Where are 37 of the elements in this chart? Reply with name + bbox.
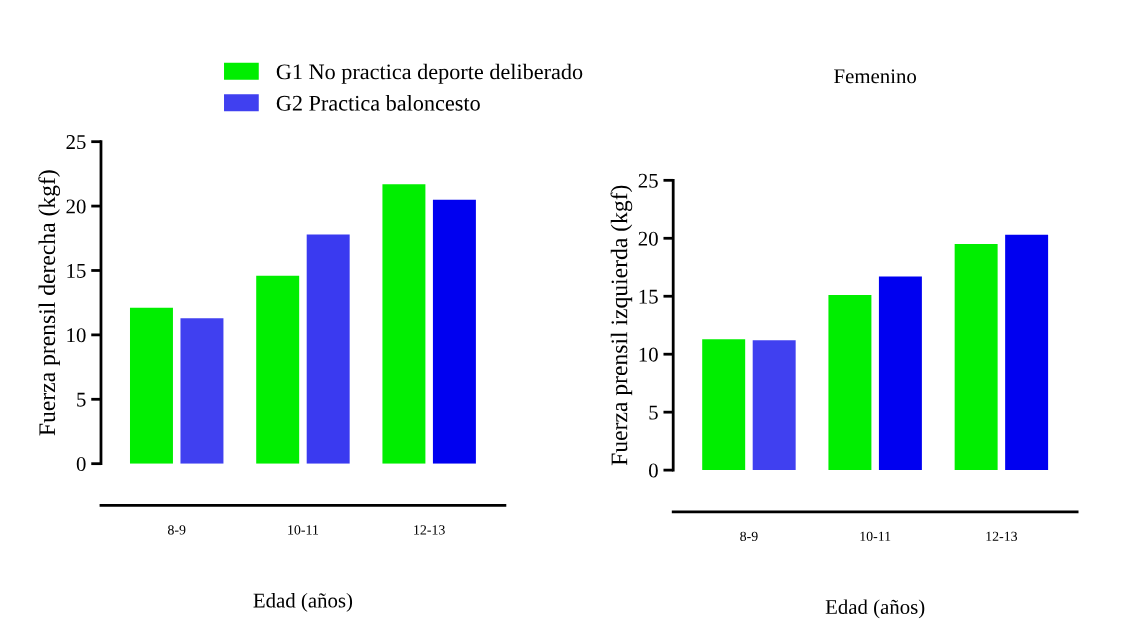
x-tick-label: 10-11 — [860, 531, 891, 542]
bar — [432, 199, 476, 464]
x-axis-title: Edad (años) — [253, 592, 353, 612]
bar — [702, 339, 746, 471]
y-tick-label: 20 — [638, 231, 658, 246]
bar — [306, 234, 350, 464]
x-axis-title: Edad (años) — [825, 599, 925, 619]
y-tick-label: 10 — [639, 347, 658, 362]
y-tick-label: 10 — [67, 328, 86, 343]
y-tick-label: 5 — [649, 405, 658, 420]
x-tick-label: 12-13 — [986, 531, 1018, 542]
y-tick-label: 15 — [639, 289, 658, 304]
legend-label: G2 Practica baloncesto — [276, 95, 480, 111]
bar — [1005, 234, 1049, 471]
x-tick-label: 10-11 — [288, 525, 319, 535]
y-tick-label: 25 — [66, 135, 86, 150]
bar — [129, 307, 173, 464]
bar — [180, 318, 224, 464]
x-tick-label: 12-13 — [414, 525, 445, 535]
bar — [878, 276, 922, 471]
y-axis-title: Fuerza prensil izquierda (kgf) — [610, 185, 633, 466]
y-tick-label: 5 — [77, 392, 86, 407]
legend-label: G1 No practica deporte deliberado — [276, 63, 583, 84]
y-axis-title: Fuerza prensil derecha (kgf) — [38, 170, 61, 436]
y-tick-label: 0 — [76, 457, 86, 472]
x-tick-label: 8-9 — [167, 525, 186, 535]
y-tick-label: 25 — [638, 173, 658, 188]
chart-title: Femenino — [834, 69, 917, 84]
y-tick-label: 15 — [67, 263, 86, 278]
bar — [954, 244, 998, 471]
y-tick-label: 20 — [66, 199, 86, 214]
y-tick-label: 0 — [648, 463, 658, 478]
bar — [382, 184, 426, 464]
x-tick-label: 8-9 — [740, 531, 758, 542]
bar — [828, 295, 872, 471]
bar — [752, 340, 796, 471]
bar — [256, 275, 300, 464]
